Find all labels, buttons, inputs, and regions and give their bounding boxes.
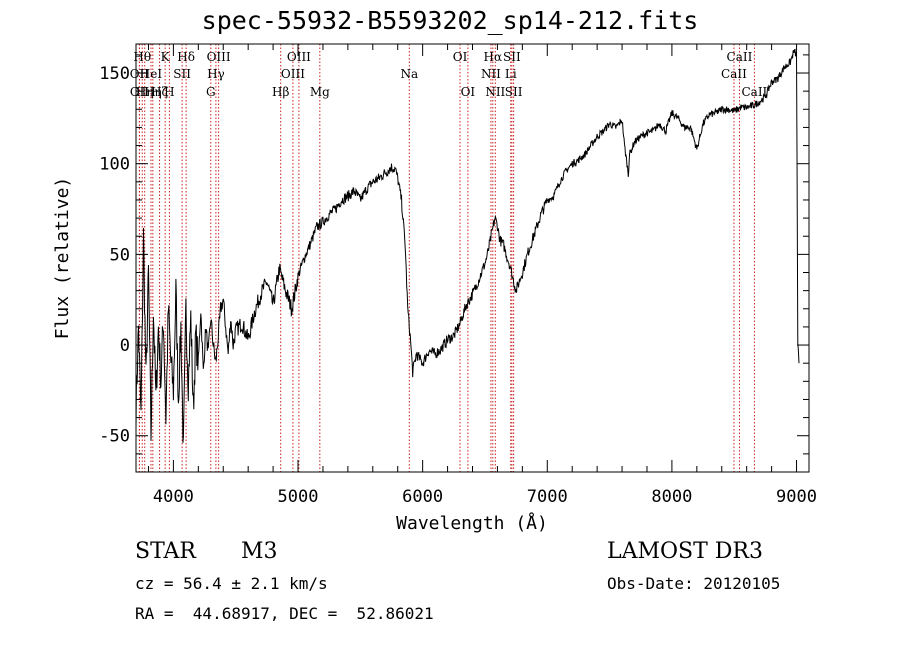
y-tick-label-0: -50 [99, 427, 130, 447]
object-class: STAR [135, 539, 196, 564]
emission-lines-layer [138, 44, 755, 472]
spectral-line-label-22: Hα [484, 50, 503, 64]
spectral-line-label-26: SII [505, 85, 523, 99]
x-tick-label-5: 9000 [776, 487, 817, 507]
obs-date: Obs-Date: 20120105 [607, 574, 781, 593]
spectral-line-label-6: Hζ [151, 85, 168, 99]
object-subclass: M3 [241, 539, 278, 564]
x-tick-label-2: 6000 [402, 487, 443, 507]
spectral-line-label-13: OIII [207, 50, 231, 64]
spectral-line-label-24: Li [505, 67, 517, 81]
spectral-line-label-16: OIII [287, 50, 311, 64]
axis-ticks-layer: 4000 5000 6000 7000 8000 9000 -50 0 50 100 150 [99, 44, 817, 507]
y-tick-label-1: 0 [120, 336, 130, 356]
x-tick-label-4: 8000 [651, 487, 692, 507]
x-tick-label-3: 7000 [527, 487, 568, 507]
spectrum-series-line [136, 48, 800, 443]
spectral-line-label-10: Hδ [177, 50, 195, 64]
line-labels-layer: HθOIIOIIHηHeIHηHζKHSIIHδGHγOIIIHβOIIIOII… [130, 50, 768, 99]
plot-frame [135, 43, 810, 473]
chart-title: spec-55932-B5593202_sp14-212.fits [201, 6, 699, 35]
spectral-line-label-14: Hβ [272, 85, 289, 99]
spectral-line-label-23: NII [485, 85, 505, 99]
spectral-line-label-1: OII [130, 67, 150, 81]
spectral-line-label-5: Hη [144, 85, 162, 99]
spectral-line-label-8: H [164, 85, 174, 99]
spectral-line-label-2: OII [130, 85, 150, 99]
series-layer [136, 48, 800, 443]
spectral-line-label-12: Hγ [207, 67, 225, 81]
x-tick-label-0: 4000 [153, 487, 194, 507]
spectral-line-label-17: Mg [310, 85, 330, 99]
survey-name: LAMOST DR3 [607, 539, 763, 564]
y-tick-label-4: 150 [99, 64, 130, 84]
x-tick-label-1: 5000 [278, 487, 319, 507]
spectral-line-label-28: CaII [727, 50, 753, 64]
spectral-line-label-25: SII [503, 50, 521, 64]
coordinates: RA = 44.68917, DEC = 52.86021 [135, 604, 434, 623]
spectral-line-label-29: CaII [741, 85, 767, 99]
spectral-line-label-27: CaII [721, 67, 747, 81]
spectral-line-label-11: G [206, 85, 216, 99]
spectral-line-label-20: OI [461, 85, 476, 99]
spectral-line-label-0: Hθ [133, 50, 151, 64]
spectral-line-label-7: K [161, 50, 171, 64]
spectral-line-label-4: HeI [140, 67, 163, 81]
spectral-line-label-15: OIII [281, 67, 305, 81]
cz-value: cz = 56.4 ± 2.1 km/s [135, 574, 328, 593]
spectral-line-label-3: Hη [136, 85, 154, 99]
spectral-line-label-19: OI [453, 50, 468, 64]
y-tick-label-2: 50 [110, 245, 130, 265]
x-axis-label: Wavelength (Å) [396, 512, 548, 534]
y-tick-label-3: 100 [99, 155, 130, 175]
spectral-line-label-21: NII [481, 67, 501, 81]
spectral-line-label-18: Na [400, 67, 418, 81]
spectrum-chart: 4000 5000 6000 7000 8000 9000 -50 0 50 100 150 Hθ O… [52, 43, 817, 534]
spectral-line-label-9: SII [173, 67, 191, 81]
y-axis-label: Flux (relative) [52, 177, 73, 340]
